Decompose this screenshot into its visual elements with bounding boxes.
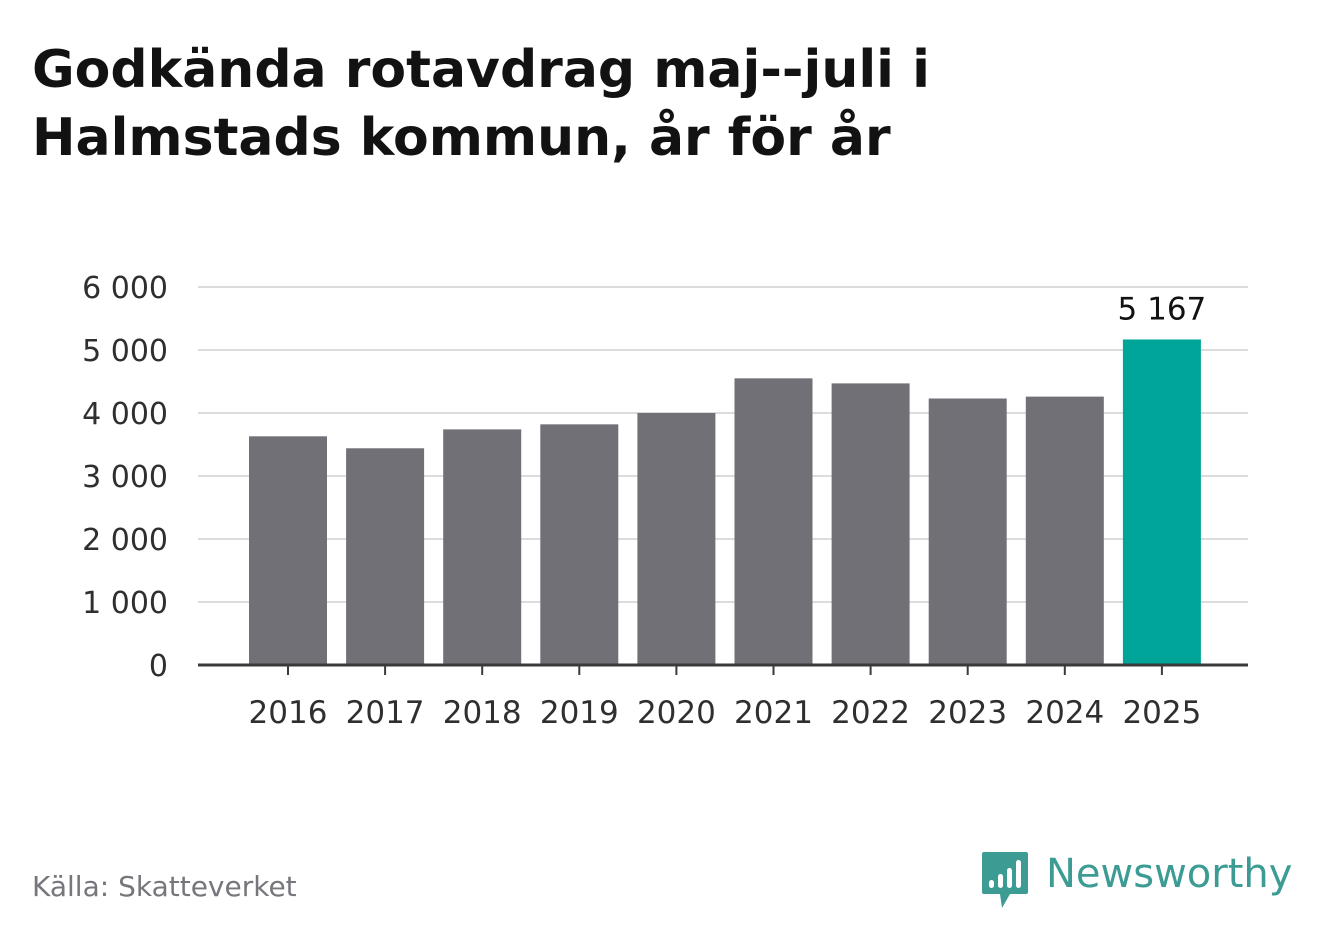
bar-2022 [831,383,910,665]
axes [198,663,1248,675]
bar-2016 [249,436,327,665]
bar-2017 [346,448,425,665]
bar-chart: 0 1 000 2 000 3 000 4 000 5 000 6 000 2016 2017 2… [82,271,1248,731]
brand-logo-group: Newsworthy [980,848,1292,912]
bar-2018 [443,429,522,665]
chart-title: Godkända rotavdrag maj--juli i Halmstads… [32,36,1232,172]
y-tick-label: 2 000 [82,523,168,558]
y-tick-label: 6 000 [82,271,168,306]
y-tick-label: 5 000 [82,334,168,369]
x-tick-label: 2024 [1025,695,1104,731]
bar-2023 [928,398,1007,665]
x-tick-label: 2017 [346,695,425,731]
y-tick-label: 3 000 [82,460,168,495]
bar-chart-speech-bubble-icon [982,852,1028,908]
chart-title-line-2: Halmstads kommun, år för år [32,108,891,168]
data-label-2025: 5 167 [1118,291,1207,327]
brand-name: Newsworthy [1046,851,1293,897]
bar-2024 [1025,396,1104,665]
source-note: Källa: Skatteverket [32,870,297,903]
labels: 0 1 000 2 000 3 000 4 000 5 000 6 000 2016 2017 2… [82,271,1206,731]
x-tick-label: 2019 [540,695,619,731]
x-tick-label: 2021 [734,695,813,731]
bar-2021 [734,378,813,665]
x-tick-label: 2018 [443,695,522,731]
bar-2025 [1122,339,1201,665]
x-tick-label: 2016 [249,695,328,731]
bar-2020 [637,413,716,665]
x-tick-label: 2025 [1122,695,1201,731]
x-tick-label: 2023 [928,695,1007,731]
x-tick-label: 2022 [831,695,910,731]
x-tick-label: 2020 [637,695,716,731]
y-tick-label: 4 000 [82,397,168,432]
y-tick-label: 0 [149,649,168,684]
bars [249,339,1201,665]
chart-title-line-1: Godkända rotavdrag maj--juli i [32,40,930,100]
bar-2019 [540,424,619,665]
y-tick-label: 1 000 [82,586,168,621]
